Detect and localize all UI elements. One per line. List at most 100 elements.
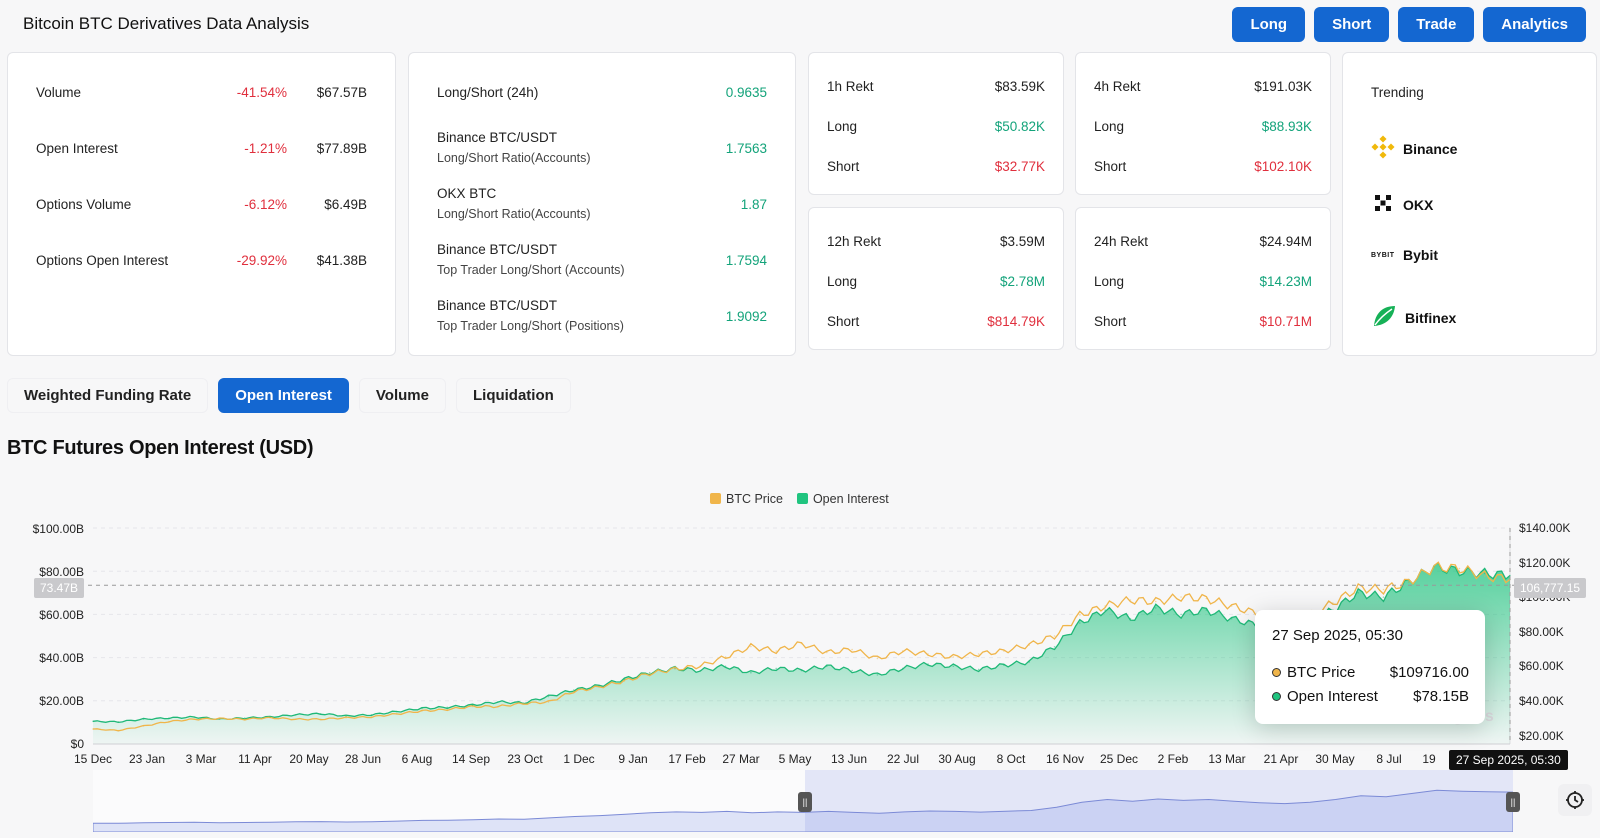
tab-volume[interactable]: Volume	[358, 378, 446, 413]
trending-item-bitfinex[interactable]: Bitfinex	[1371, 303, 1456, 332]
btc-price-point	[1357, 587, 1359, 589]
btc-price-point	[598, 686, 600, 688]
chart-legend: BTC Price Open Interest	[710, 492, 889, 506]
btc-price-point	[1129, 599, 1132, 601]
btc-price-point	[395, 713, 398, 715]
trending-item-label: Bitfinex	[1405, 309, 1457, 326]
x-tick-label: 15 Dec	[73, 752, 113, 766]
overview-label: Open Interest	[36, 141, 118, 156]
open-interest-point	[648, 671, 651, 674]
btc-price-point	[952, 656, 955, 658]
overview-value: $77.89B	[316, 141, 367, 156]
trending-item-bybit[interactable]: BYBIT Bybit	[1371, 247, 1438, 263]
rekt-short-row: Short $102.10K	[1094, 159, 1312, 174]
tab-liquidation[interactable]: Liquidation	[455, 378, 571, 413]
open-interest-point	[1230, 617, 1233, 620]
y-left-tick: $60.00B	[39, 608, 84, 622]
range-handle-left[interactable]: ||	[798, 792, 812, 812]
rekt-short-label: Short	[1094, 314, 1127, 329]
range-handle-right[interactable]: ||	[1506, 792, 1520, 812]
open-interest-point	[345, 715, 347, 717]
open-interest-point	[1028, 661, 1031, 663]
open-interest-point	[471, 704, 474, 706]
binance-logo-icon	[1371, 135, 1395, 162]
ratio-label: OKX BTC	[437, 186, 497, 201]
analytics-button[interactable]: Analytics	[1483, 7, 1586, 42]
okx-logo-icon	[1371, 191, 1395, 218]
open-interest-point	[117, 721, 120, 723]
rekt-long-label: Long	[1094, 274, 1125, 289]
open-interest-point	[1382, 596, 1385, 598]
trade-button[interactable]: Trade	[1398, 7, 1475, 42]
x-tick-label: 13 Jun	[830, 752, 868, 766]
short-button[interactable]: Short	[1314, 7, 1390, 42]
bybit-logo-icon: BYBIT	[1371, 251, 1395, 259]
tab-open-interest[interactable]: Open Interest	[218, 378, 349, 413]
open-interest-point	[572, 689, 575, 691]
open-interest-point	[1433, 566, 1435, 568]
long-short-ratio-card: Long/Short (24h) 0.9635 Binance BTC/USDT…	[408, 52, 796, 356]
rekt-long-label: Long	[827, 274, 858, 289]
trending-item-okx[interactable]: OKX	[1371, 191, 1433, 218]
rekt-card-1h: 1h Rekt $83.59K Long $50.82K Short $32.77K	[808, 52, 1064, 195]
btc-price-point	[1458, 567, 1461, 570]
x-tick-label: 20 May	[289, 752, 329, 766]
btc-price-point	[117, 729, 120, 732]
chart-title: BTC Futures Open Interest (USD)	[7, 437, 314, 459]
open-interest-point	[876, 674, 879, 676]
legend-item-btc-price[interactable]: BTC Price	[710, 492, 783, 506]
long-button[interactable]: Long	[1232, 7, 1306, 42]
tooltip-date: 27 Sep 2025, 05:30	[1272, 627, 1403, 644]
ratio-value: 1.7594	[725, 253, 767, 268]
rekt-short-value: $102.10K	[1254, 159, 1312, 174]
btc-price-point	[851, 648, 853, 651]
legend-item-open-interest[interactable]: Open Interest	[796, 492, 889, 506]
tab-weighted-funding-rate[interactable]: Weighted Funding Rate	[7, 378, 209, 413]
btc-price-point	[699, 665, 702, 667]
x-tick-label: 2 Feb	[1157, 752, 1189, 766]
btc-price-point	[1053, 635, 1056, 637]
rekt-short-label: Short	[827, 159, 860, 174]
chart-settings-icon[interactable]	[1558, 784, 1592, 816]
range-selection[interactable]	[805, 770, 1513, 832]
tooltip-row-open-interest: Open Interest $78.15B	[1272, 688, 1469, 705]
rekt-long-label: Long	[827, 119, 858, 134]
trending-title: Trending	[1371, 85, 1424, 100]
range-selector[interactable]: || ||	[93, 770, 1520, 832]
btc-price-point	[1332, 602, 1334, 604]
x-tick-label: 3 Mar	[185, 752, 217, 766]
rekt-long-row: Long $14.23M	[1094, 274, 1312, 289]
y-left-tick: $80.00B	[39, 565, 84, 579]
btc-price-point	[497, 705, 499, 708]
x-tick-label: 21 Apr	[1263, 752, 1299, 766]
rekt-short-label: Short	[827, 314, 860, 329]
rekt-title: 12h Rekt	[827, 234, 882, 249]
open-interest-point	[92, 720, 94, 723]
open-interest-point	[952, 665, 955, 668]
tooltip-series-value: $109716.00	[1389, 664, 1469, 681]
btc-price-point	[1509, 578, 1511, 581]
trending-item-binance[interactable]: Binance	[1371, 135, 1457, 162]
btc-price-point	[1382, 588, 1385, 591]
open-interest-point	[497, 701, 499, 703]
rekt-title: 1h Rekt	[827, 79, 874, 94]
open-interest-point	[319, 712, 322, 715]
x-tick-label: 8 Oct	[996, 752, 1026, 766]
open-interest-point	[623, 678, 626, 680]
btc-price-point	[92, 728, 94, 730]
btc-price-point	[370, 716, 373, 718]
btc-price-point	[547, 701, 550, 703]
rekt-short-value: $10.71M	[1259, 314, 1312, 329]
open-interest-point	[421, 707, 423, 710]
btc-price-point	[319, 718, 322, 721]
open-interest-point	[977, 668, 980, 671]
open-interest-point	[1458, 570, 1461, 572]
overview-label: Options Open Interest	[36, 253, 169, 268]
btc-price-point	[142, 725, 145, 727]
open-interest-point	[142, 718, 145, 720]
btc-price-point	[421, 710, 423, 712]
rekt-card-24h: 24h Rekt $24.94M Long $14.23M Short $10.71M	[1075, 207, 1331, 350]
ratio-label: Long/Short (24h)	[437, 85, 539, 100]
ratio-sublabel: Long/Short Ratio(Accounts)	[437, 151, 591, 165]
rekt-long-value: $88.93K	[1261, 119, 1312, 134]
